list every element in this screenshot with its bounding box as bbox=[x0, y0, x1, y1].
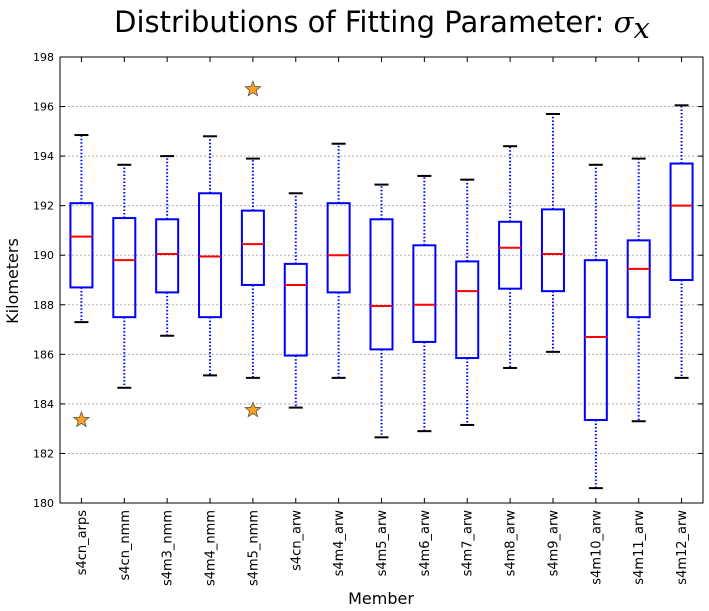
x-axis-label: Member bbox=[348, 589, 414, 608]
iqr-box bbox=[412, 244, 437, 343]
iqr-box bbox=[69, 202, 94, 289]
x-tick-label: s4m10_arw bbox=[589, 510, 604, 585]
x-tick-label: s4m8_arw bbox=[504, 510, 519, 577]
x-tick-label: s4cn_nmm bbox=[118, 510, 133, 581]
outlier-star bbox=[244, 80, 262, 97]
iqr-box bbox=[583, 259, 608, 421]
iqr-box bbox=[626, 239, 651, 319]
y-tick-label: 180 bbox=[33, 497, 54, 510]
iqr-box bbox=[540, 208, 565, 293]
iqr-box bbox=[455, 260, 480, 360]
y-tick-label: 192 bbox=[33, 200, 54, 213]
plot-area: 180 182 184 186 188 190 192 194 196 198 s4cn_arps s… bbox=[33, 51, 704, 586]
chart-title-symbol: σ bbox=[614, 5, 635, 39]
x-tick-label: s4cn_arps bbox=[75, 510, 90, 575]
y-tick-label: 188 bbox=[33, 299, 54, 312]
x-tick-label: s4m6_arw bbox=[418, 510, 433, 577]
x-tick-label: s4m12_arw bbox=[675, 510, 690, 585]
x-tick-label: s4m5_arw bbox=[375, 510, 390, 577]
y-tick-label: 186 bbox=[33, 348, 54, 361]
iqr-box bbox=[369, 218, 394, 351]
x-tick-label: s4m4_arw bbox=[332, 510, 347, 577]
x-tick-label: s4m3_nmm bbox=[161, 510, 176, 586]
x-tick-label: s4m11_arw bbox=[632, 510, 647, 585]
y-axis-label: Kilometers bbox=[3, 238, 22, 324]
iqr-box bbox=[498, 220, 523, 290]
iqr-box bbox=[155, 218, 180, 294]
y-tick-label: 198 bbox=[33, 51, 54, 64]
x-tick-label: s4m7_arw bbox=[461, 510, 476, 577]
y-tick-label: 184 bbox=[33, 398, 54, 411]
x-tick-label: s4m4_nmm bbox=[204, 510, 219, 586]
outlier-star bbox=[72, 410, 91, 428]
x-tick-label: s4m9_arw bbox=[546, 510, 561, 577]
y-tick-label: 182 bbox=[33, 447, 54, 460]
iqr-box bbox=[240, 209, 265, 286]
iqr-box bbox=[198, 192, 223, 319]
x-tick-label: s4cn_arw bbox=[289, 510, 304, 571]
y-tick-label: 194 bbox=[33, 150, 54, 163]
iqr-box bbox=[112, 217, 137, 319]
y-tick-label: 190 bbox=[33, 249, 54, 262]
chart-title: Distributions of Fitting Parameter: σx bbox=[114, 5, 650, 45]
chart-title-subscript: x bbox=[633, 11, 649, 45]
chart-title-text: Distributions of Fitting Parameter: bbox=[114, 5, 613, 39]
iqr-box bbox=[669, 162, 694, 282]
iqr-box bbox=[326, 202, 351, 294]
y-tick-label: 196 bbox=[33, 101, 54, 114]
x-tick-label: s4m5_nmm bbox=[246, 510, 261, 586]
iqr-box bbox=[283, 262, 308, 357]
outlier-star bbox=[244, 400, 262, 418]
